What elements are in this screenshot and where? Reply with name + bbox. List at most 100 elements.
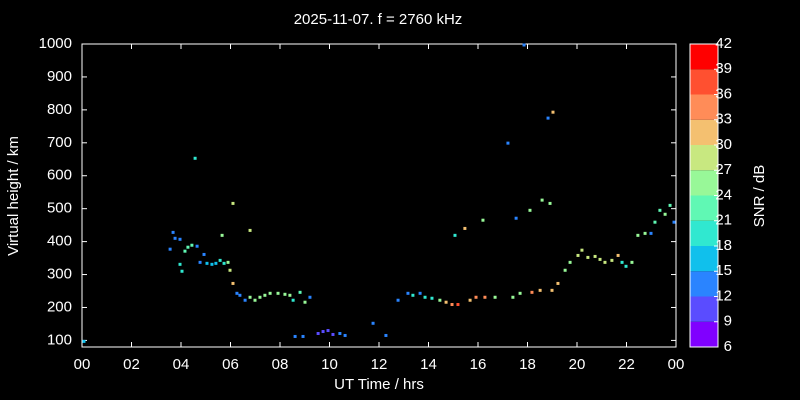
data-point bbox=[238, 293, 242, 297]
x-tick-label: 10 bbox=[321, 356, 338, 373]
y-tick-label: 700 bbox=[47, 134, 72, 151]
data-point bbox=[643, 231, 647, 235]
data-point bbox=[530, 290, 534, 294]
y-tick-label: 900 bbox=[47, 68, 72, 85]
data-point bbox=[248, 295, 252, 299]
data-point bbox=[624, 264, 628, 268]
data-point bbox=[411, 293, 415, 297]
data-point bbox=[276, 291, 280, 295]
colorbar-segment bbox=[690, 195, 718, 221]
data-point bbox=[303, 300, 307, 304]
data-point bbox=[243, 298, 247, 302]
data-point bbox=[248, 228, 252, 232]
data-point bbox=[418, 291, 422, 295]
data-point bbox=[210, 262, 214, 266]
data-point bbox=[474, 295, 478, 299]
data-point bbox=[288, 293, 292, 297]
data-point bbox=[193, 156, 197, 160]
data-point bbox=[518, 291, 522, 295]
data-point bbox=[511, 295, 515, 299]
data-point bbox=[528, 208, 532, 212]
data-point bbox=[580, 248, 584, 252]
x-tick-label: 00 bbox=[668, 356, 685, 373]
colorbar-tick-label: 27 bbox=[715, 161, 732, 178]
data-point bbox=[308, 295, 312, 299]
data-point bbox=[82, 339, 86, 343]
data-point bbox=[180, 269, 184, 273]
data-point bbox=[202, 252, 206, 256]
colorbar-tick-label: 6 bbox=[724, 338, 732, 355]
x-tick-label: 16 bbox=[470, 356, 487, 373]
data-point bbox=[658, 208, 662, 212]
colorbar-tick-label: 12 bbox=[715, 287, 732, 304]
colorbar-segment bbox=[690, 94, 718, 120]
data-point bbox=[396, 298, 400, 302]
data-point bbox=[568, 260, 572, 264]
data-point bbox=[406, 291, 410, 295]
y-tick-label: 400 bbox=[47, 233, 72, 250]
data-point bbox=[616, 253, 620, 257]
colorbar-segment bbox=[690, 296, 718, 322]
data-point bbox=[268, 291, 272, 295]
data-point bbox=[540, 198, 544, 202]
plot-frame bbox=[81, 43, 677, 348]
colorbar-segment bbox=[690, 220, 718, 246]
data-point bbox=[298, 290, 302, 294]
colorbar-tick-label: 30 bbox=[715, 136, 732, 153]
data-point bbox=[514, 216, 518, 220]
data-point bbox=[630, 260, 634, 264]
y-tick-label: 500 bbox=[47, 200, 72, 217]
data-point bbox=[576, 253, 580, 257]
x-tick-label: 04 bbox=[173, 356, 190, 373]
data-point bbox=[481, 218, 485, 222]
x-tick-label: 14 bbox=[420, 356, 437, 373]
y-tick-label: 300 bbox=[47, 266, 72, 283]
colorbar-segment bbox=[690, 145, 718, 171]
colorbar-tick-label: 9 bbox=[724, 313, 732, 330]
data-point bbox=[258, 295, 262, 299]
data-point bbox=[228, 268, 232, 272]
data-point bbox=[546, 116, 550, 120]
data-point bbox=[450, 303, 454, 307]
data-point bbox=[538, 288, 542, 292]
data-point bbox=[326, 329, 330, 333]
colorbar-tick-label: 21 bbox=[715, 212, 732, 229]
data-point bbox=[171, 230, 175, 234]
data-point bbox=[301, 334, 305, 338]
data-point bbox=[430, 296, 434, 300]
data-point bbox=[283, 292, 287, 296]
y-axis-label: Virtual height / km bbox=[5, 136, 22, 256]
colorbar-segment bbox=[690, 321, 718, 347]
data-point bbox=[343, 333, 347, 337]
data-point bbox=[222, 261, 226, 265]
x-tick-label: 18 bbox=[519, 356, 536, 373]
x-tick-label: 00 bbox=[74, 356, 91, 373]
data-point bbox=[218, 258, 222, 262]
data-point bbox=[563, 268, 567, 272]
x-axis-label: UT Time / hrs bbox=[334, 376, 424, 393]
colorbar-segment bbox=[690, 69, 718, 95]
data-point bbox=[186, 245, 190, 249]
data-point bbox=[168, 247, 172, 251]
colorbar-tick-label: 39 bbox=[715, 60, 732, 77]
data-point bbox=[263, 293, 267, 297]
data-point bbox=[331, 332, 335, 336]
data-point bbox=[593, 254, 597, 258]
data-point bbox=[231, 201, 235, 205]
colorbar-label: SNR / dB bbox=[751, 165, 768, 228]
colorbar-tick-label: 33 bbox=[715, 111, 732, 128]
colorbar-segment bbox=[690, 44, 718, 70]
data-point bbox=[598, 257, 602, 261]
data-point bbox=[672, 220, 676, 224]
colorbar-tick-label: 15 bbox=[715, 262, 732, 279]
data-point bbox=[178, 237, 182, 241]
data-point bbox=[550, 288, 554, 292]
data-point bbox=[636, 233, 640, 237]
data-point bbox=[338, 331, 342, 335]
data-point bbox=[316, 331, 320, 335]
x-tick-label: 12 bbox=[371, 356, 388, 373]
chart-title: 2025-11-07. f = 2760 kHz bbox=[294, 11, 463, 28]
data-point bbox=[493, 295, 497, 299]
data-point bbox=[190, 243, 194, 247]
